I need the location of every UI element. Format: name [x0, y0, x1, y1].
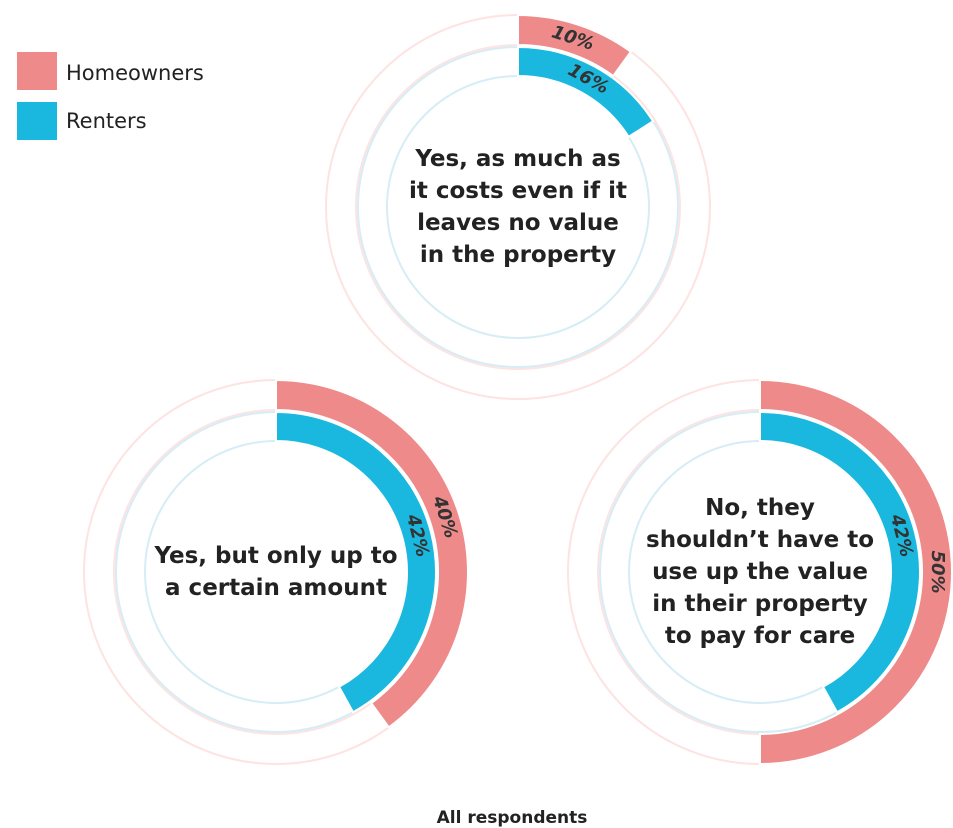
legend-label: Homeowners	[66, 61, 204, 85]
category-label: Yes, but only up to a certain amount	[154, 543, 398, 601]
legend-swatch	[17, 102, 57, 140]
legend-swatch	[17, 52, 57, 90]
category-label: No, they shouldn’t have to use up the va…	[646, 495, 874, 649]
radial-bar	[759, 378, 953, 766]
caption: All respondents	[437, 808, 588, 828]
radial-bar	[517, 45, 655, 139]
radial-bar	[759, 410, 921, 714]
radial-bar	[517, 13, 633, 78]
legend-label: Renters	[66, 109, 147, 133]
value-label: 50%	[927, 550, 948, 593]
radial-bar	[275, 378, 469, 729]
category-label: Yes, as much as it costs even if it leav…	[408, 146, 628, 268]
radial-bar	[275, 410, 437, 714]
